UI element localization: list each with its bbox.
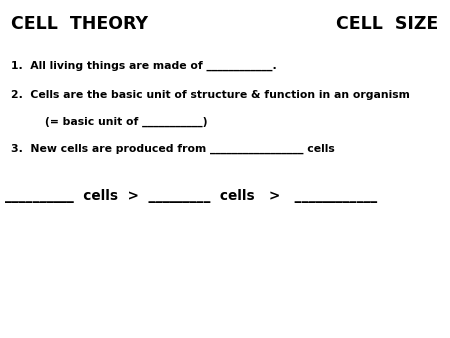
Text: (= basic unit of ___________): (= basic unit of ___________) — [45, 117, 207, 127]
Text: 1.  All living things are made of ____________.: 1. All living things are made of _______… — [11, 61, 277, 71]
Text: CELL  THEORY: CELL THEORY — [11, 15, 148, 33]
Text: __________  cells  >  _________  cells   >   ____________: __________ cells > _________ cells > ___… — [5, 189, 378, 203]
Text: 3.  New cells are produced from _________________ cells: 3. New cells are produced from _________… — [11, 144, 335, 154]
Text: CELL  SIZE: CELL SIZE — [337, 15, 439, 33]
Text: 2.  Cells are the basic unit of structure & function in an organism: 2. Cells are the basic unit of structure… — [11, 90, 410, 100]
